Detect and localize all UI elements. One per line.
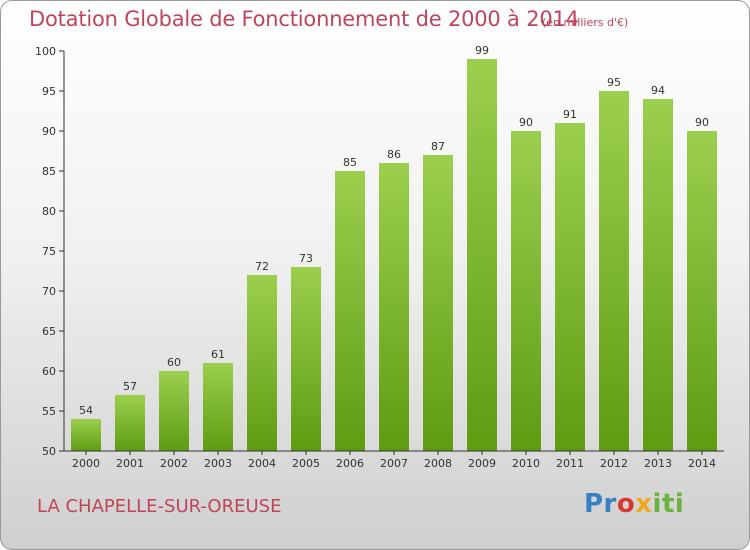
y-tick-label: 60 — [42, 365, 56, 378]
bar-2011 — [555, 123, 585, 451]
bar-2002 — [159, 371, 189, 451]
y-tick-label: 80 — [42, 205, 56, 218]
value-label-2010: 90 — [519, 116, 533, 129]
x-tick-label-2008: 2008 — [424, 457, 452, 470]
x-tick-label-2013: 2013 — [644, 457, 672, 470]
value-label-2000: 54 — [79, 404, 93, 417]
value-label-2009: 99 — [475, 44, 489, 57]
bar-2014 — [687, 131, 717, 451]
y-tick-label: 90 — [42, 125, 56, 138]
value-label-2008: 87 — [431, 140, 445, 153]
bar-2013 — [643, 99, 673, 451]
bar-2006 — [335, 171, 365, 451]
commune-name: LA CHAPELLE-SUR-OREUSE — [37, 496, 282, 517]
value-label-2007: 86 — [387, 148, 401, 161]
proxiti-logo[interactable]: Proxiti — [584, 489, 685, 519]
y-tick-label: 95 — [42, 85, 56, 98]
x-tick-label-2004: 2004 — [248, 457, 276, 470]
value-label-2013: 94 — [651, 84, 665, 97]
y-tick-label: 75 — [42, 245, 56, 258]
x-tick-label-2003: 2003 — [204, 457, 232, 470]
value-label-2012: 95 — [607, 76, 621, 89]
x-tick-label-2002: 2002 — [160, 457, 188, 470]
bar-2009 — [467, 59, 497, 451]
value-label-2001: 57 — [123, 380, 137, 393]
y-tick-label: 65 — [42, 325, 56, 338]
value-label-2004: 72 — [255, 260, 269, 273]
chart-title: Dotation Globale de Fonctionnement de 20… — [29, 7, 579, 31]
value-label-2005: 73 — [299, 252, 313, 265]
bar-2003 — [203, 363, 233, 451]
x-tick-label-2001: 2001 — [116, 457, 144, 470]
y-tick-label: 50 — [42, 445, 56, 458]
y-tick-label: 70 — [42, 285, 56, 298]
value-label-2002: 60 — [167, 356, 181, 369]
x-tick-label-2009: 2009 — [468, 457, 496, 470]
bar-2012 — [599, 91, 629, 451]
x-tick-label-2011: 2011 — [556, 457, 584, 470]
chart-unit: (en milliers d'€) — [542, 16, 629, 29]
x-tick-label-2014: 2014 — [688, 457, 716, 470]
x-tick-label-2012: 2012 — [600, 457, 628, 470]
x-tick-label-2010: 2010 — [512, 457, 540, 470]
value-label-2003: 61 — [211, 348, 225, 361]
value-label-2006: 85 — [343, 156, 357, 169]
y-tick-label: 55 — [42, 405, 56, 418]
x-tick-label-2000: 2000 — [72, 457, 100, 470]
bar-2005 — [291, 267, 321, 451]
bar-2004 — [247, 275, 277, 451]
x-tick-label-2005: 2005 — [292, 457, 320, 470]
value-label-2011: 91 — [563, 108, 577, 121]
bar-2010 — [511, 131, 541, 451]
x-tick-label-2007: 2007 — [380, 457, 408, 470]
value-label-2014: 90 — [695, 116, 709, 129]
y-tick-label: 85 — [42, 165, 56, 178]
x-tick-label-2006: 2006 — [336, 457, 364, 470]
bar-2008 — [423, 155, 453, 451]
bar-2000 — [71, 419, 101, 451]
bar-2007 — [379, 163, 409, 451]
bar-2001 — [115, 395, 145, 451]
y-tick-label: 100 — [35, 45, 56, 58]
